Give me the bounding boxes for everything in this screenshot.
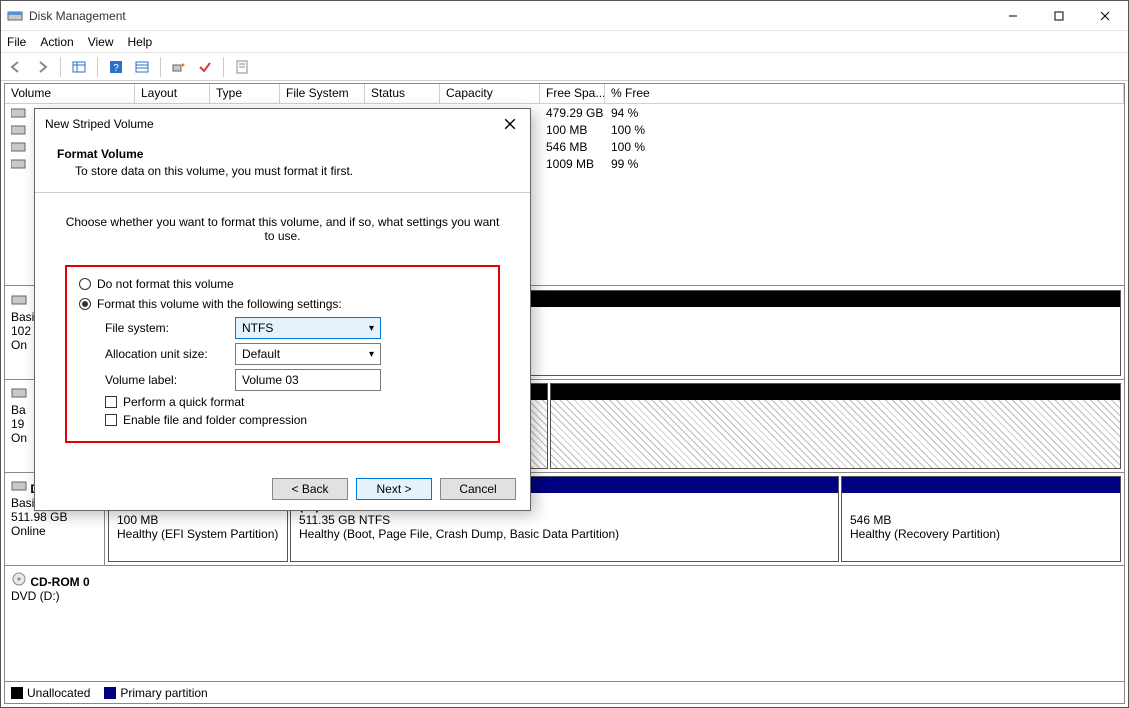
disk-icon xyxy=(11,386,27,400)
toolbar: ? xyxy=(1,53,1128,81)
dialog-heading: Format Volume xyxy=(57,147,508,161)
menu-action[interactable]: Action xyxy=(40,35,73,49)
window-title: Disk Management xyxy=(29,9,990,23)
col-type[interactable]: Type xyxy=(210,84,280,103)
input-volume-label[interactable]: Volume 03 xyxy=(235,369,381,391)
checkbox-compression[interactable] xyxy=(105,414,117,426)
radio-format[interactable] xyxy=(79,298,91,310)
select-filesystem[interactable]: NTFS▾ xyxy=(235,317,381,339)
col-filesystem[interactable]: File System xyxy=(280,84,365,103)
cdrom-icon xyxy=(11,572,27,586)
dialog-title: New Striped Volume xyxy=(45,117,500,131)
cell-freespace: 479.29 GB xyxy=(540,106,605,120)
cell-freespace: 100 MB xyxy=(540,123,605,137)
maximize-button[interactable] xyxy=(1036,1,1082,31)
legend-swatch-unallocated xyxy=(11,687,23,699)
back-button[interactable]: < Back xyxy=(272,478,348,500)
label-filesystem: File system: xyxy=(105,321,235,335)
list-header: Volume Layout Type File System Status Ca… xyxy=(5,84,1124,104)
minimize-button[interactable] xyxy=(990,1,1036,31)
dialog-subheading: To store data on this volume, you must f… xyxy=(75,164,508,178)
menu-bar: File Action View Help xyxy=(1,31,1128,53)
title-bar: Disk Management xyxy=(1,1,1128,31)
radio-no-format[interactable] xyxy=(79,278,91,290)
menu-file[interactable]: File xyxy=(7,35,26,49)
legend-swatch-primary xyxy=(104,687,116,699)
col-status[interactable]: Status xyxy=(365,84,440,103)
disk-icon xyxy=(11,479,27,493)
help-icon[interactable]: ? xyxy=(105,56,127,78)
dialog-close-button[interactable] xyxy=(500,114,520,134)
label-quick-format: Perform a quick format xyxy=(123,395,244,409)
view-small-icon[interactable] xyxy=(68,56,90,78)
col-pctfree[interactable]: % Free xyxy=(605,84,1124,103)
cell-freespace: 1009 MB xyxy=(540,157,605,171)
disk-row-cdrom: CD-ROM 0 DVD (D:) xyxy=(5,566,1124,626)
close-button[interactable] xyxy=(1082,1,1128,31)
properties-icon[interactable] xyxy=(231,56,253,78)
col-capacity[interactable]: Capacity xyxy=(440,84,540,103)
chevron-down-icon: ▾ xyxy=(369,349,374,360)
col-layout[interactable]: Layout xyxy=(135,84,210,103)
cancel-button[interactable]: Cancel xyxy=(440,478,516,500)
volume-box-recovery[interactable]: 546 MB Healthy (Recovery Partition) xyxy=(841,476,1121,562)
refresh-icon[interactable] xyxy=(168,56,190,78)
view-list-icon[interactable] xyxy=(131,56,153,78)
menu-help[interactable]: Help xyxy=(128,35,153,49)
check-icon[interactable] xyxy=(194,56,216,78)
cell-freespace: 546 MB xyxy=(540,140,605,154)
label-compression: Enable file and folder compression xyxy=(123,413,307,427)
cell-pctfree: 94 % xyxy=(605,106,644,120)
app-icon xyxy=(7,8,23,24)
col-volume[interactable]: Volume xyxy=(5,84,135,103)
next-button[interactable]: Next > xyxy=(356,478,432,500)
select-allocation[interactable]: Default▾ xyxy=(235,343,381,365)
label-format: Format this volume with the following se… xyxy=(97,297,342,311)
label-no-format: Do not format this volume xyxy=(97,277,234,291)
label-volume-label: Volume label: xyxy=(105,373,235,387)
back-icon[interactable] xyxy=(5,56,27,78)
highlight-box: Do not format this volume Format this vo… xyxy=(65,265,500,443)
menu-view[interactable]: View xyxy=(88,35,114,49)
legend: Unallocated Primary partition xyxy=(5,681,1124,703)
volume-box[interactable] xyxy=(550,383,1121,469)
svg-text:?: ? xyxy=(113,63,119,74)
checkbox-quick-format[interactable] xyxy=(105,396,117,408)
cell-pctfree: 99 % xyxy=(605,157,644,171)
dialog-instruction: Choose whether you want to format this v… xyxy=(65,215,500,243)
disk-label: CD-ROM 0 DVD (D:) xyxy=(5,566,105,626)
cell-pctfree: 100 % xyxy=(605,123,651,137)
forward-icon[interactable] xyxy=(31,56,53,78)
new-striped-volume-dialog: New Striped Volume Format Volume To stor… xyxy=(34,108,531,511)
label-allocation: Allocation unit size: xyxy=(105,347,235,361)
cell-pctfree: 100 % xyxy=(605,140,651,154)
disk-icon xyxy=(11,293,27,307)
chevron-down-icon: ▾ xyxy=(369,323,374,334)
col-freespace[interactable]: Free Spa... xyxy=(540,84,605,103)
